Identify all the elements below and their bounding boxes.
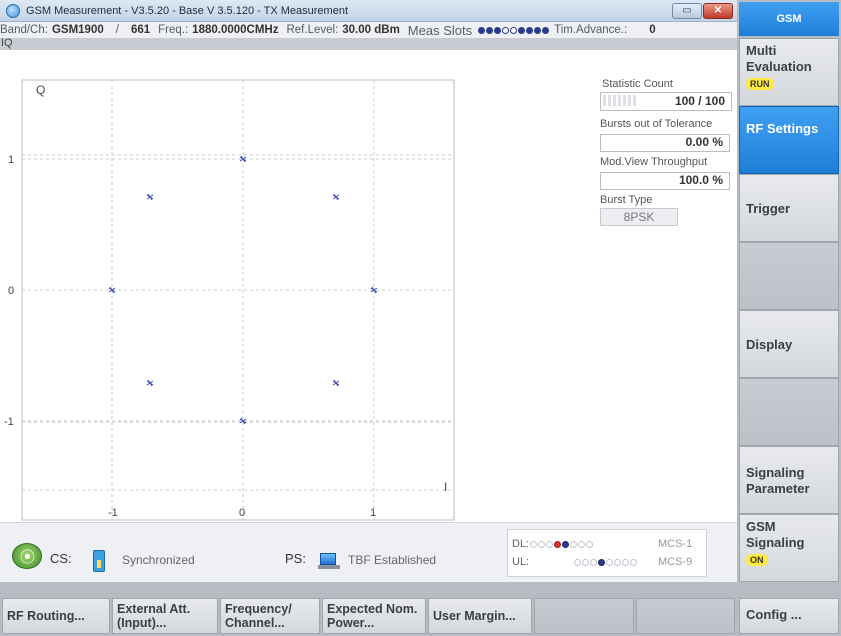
constellation-point — [370, 286, 378, 294]
ref-level-label: Ref.Level: — [286, 24, 339, 36]
status-bar: CS: Synchronized PS: TBF Established DL:… — [0, 522, 737, 582]
i-axis-label: I — [444, 480, 447, 494]
ps-state: TBF Established — [348, 553, 437, 567]
gsm-signaling-label: GSM Signaling — [746, 519, 805, 550]
dl-label: DL: — [512, 538, 530, 550]
statistic-count-label: Statistic Count — [602, 78, 673, 90]
measurement-info-row: Band/Ch: GSM1900 / 661 Freq.: 1880.0000C… — [0, 22, 737, 38]
dl-mcs-value: MCS-1 — [658, 538, 693, 550]
display-button[interactable]: Display — [739, 310, 839, 378]
meas-slot-dot-2 — [494, 26, 502, 34]
meas-slot-dot-0 — [478, 26, 486, 34]
burst-type-label: Burst Type — [600, 194, 653, 206]
meas-slot-dot-3 — [502, 26, 510, 34]
q-axis-label: Q — [36, 83, 45, 97]
dl-ul-coding-box: DL: MCS-1 UL: MCS-9 — [507, 529, 707, 577]
blank-softkey-6[interactable] — [534, 598, 634, 634]
constellation-point — [108, 286, 116, 294]
bottom-softkey-bar: RF Routing... External Att. (Input)... F… — [0, 582, 737, 636]
mobile-phone-icon — [93, 550, 105, 572]
x-tick-label: 0 — [239, 507, 245, 519]
x-tick-label: -1 — [108, 507, 118, 519]
constellation-point — [239, 417, 247, 425]
meas-slot-dot-1 — [486, 26, 494, 34]
measurement-area: 1 0 -1 -1 0 1 Q I Statistic Count 100 / 100 B… — [0, 50, 737, 522]
band-ch-label: Band/Ch: — [0, 24, 48, 36]
external-att-button[interactable]: External Att. (Input)... — [112, 598, 218, 634]
signaling-antenna-icon — [12, 543, 42, 569]
meas-slot-dot-4 — [510, 26, 518, 34]
ul-mcs-value: MCS-9 — [658, 556, 693, 568]
iq-constellation-diagram: 1 0 -1 -1 0 1 Q I — [4, 79, 455, 521]
gsm-signaling-button[interactable]: GSM Signaling ON — [739, 514, 839, 582]
y-tick-label: -1 — [4, 416, 14, 428]
x-tick-label: 1 — [370, 507, 376, 519]
freq-value: 1880.0000CMHz — [192, 24, 279, 36]
y-tick-label: 1 — [8, 154, 14, 166]
view-label: IQ — [1, 37, 13, 49]
blank-side-softkey-2[interactable] — [739, 378, 839, 446]
ref-level-value: 30.00 dBm — [342, 24, 400, 36]
multi-evaluation-label: Multi Evaluation — [746, 43, 812, 74]
signaling-parameter-button[interactable]: Signaling Parameter — [739, 446, 839, 514]
run-badge: RUN — [746, 78, 774, 90]
constellation-point — [146, 379, 154, 387]
ul-mcs-indicator — [574, 559, 638, 566]
statistic-count-progress — [603, 95, 638, 106]
tim-advance-label: Tim.Advance.: — [554, 24, 628, 36]
bursts-oot-label: Bursts out of Tolerance — [600, 118, 713, 130]
constellation-point — [332, 379, 340, 387]
frequency-channel-button[interactable]: Frequency/ Channel... — [220, 598, 320, 634]
right-softkey-column: GSM Multi Evaluation RUN RF Settings Tri… — [737, 0, 841, 636]
tim-advance-value: 0 — [649, 24, 656, 36]
ul-label: UL: — [512, 556, 530, 568]
freq-label: Freq.: — [158, 24, 189, 36]
constellation-point — [239, 155, 247, 163]
bursts-oot-value: 0.00 % — [600, 134, 730, 152]
dl-mcs-indicator — [530, 541, 594, 548]
rf-routing-button[interactable]: RF Routing... — [2, 598, 110, 634]
mod-view-label: Mod.View Throughput — [600, 156, 708, 168]
ps-label: PS: — [285, 551, 306, 566]
on-badge: ON — [746, 554, 768, 566]
cs-state: Synchronized — [122, 553, 195, 567]
band-value: GSM1900 — [51, 24, 104, 36]
blank-side-softkey-1[interactable] — [739, 242, 839, 310]
blank-softkey-7[interactable] — [636, 598, 735, 634]
gsm-header: GSM — [739, 2, 839, 36]
meas-slots-indicator — [478, 26, 550, 34]
meas-slot-dot-8 — [542, 26, 550, 34]
channel-value: 661 — [130, 24, 151, 36]
meas-slot-dot-6 — [526, 26, 534, 34]
constellation-point — [146, 193, 154, 201]
y-tick-label: 0 — [8, 285, 14, 297]
close-button[interactable]: ✕ — [703, 3, 733, 19]
statistic-count-value: 100 / 100 — [674, 94, 725, 108]
expected-power-button[interactable]: Expected Nom. Power... — [322, 598, 426, 634]
multi-evaluation-button[interactable]: Multi Evaluation RUN — [739, 38, 839, 106]
user-margin-button[interactable]: User Margin... — [428, 598, 532, 634]
title-bar: GSM Measurement - V3.5.20 - Base V 3.5.1… — [0, 0, 737, 22]
burst-type-value: 8PSK — [600, 208, 678, 226]
statistic-count-box: 100 / 100 — [600, 92, 732, 111]
meas-slot-dot-7 — [534, 26, 542, 34]
laptop-icon — [318, 553, 340, 571]
mod-view-value: 100.0 % — [600, 172, 730, 190]
trigger-button[interactable]: Trigger — [739, 174, 839, 242]
meas-slot-dot-5 — [518, 26, 526, 34]
cs-label: CS: — [50, 551, 72, 566]
window-title: GSM Measurement - V3.5.20 - Base V 3.5.1… — [26, 4, 348, 17]
minimize-button[interactable]: ▭ — [672, 3, 702, 19]
rf-settings-button[interactable]: RF Settings — [739, 106, 839, 174]
meas-slots-label: Meas Slots — [407, 22, 473, 38]
config-button[interactable]: Config ... — [739, 598, 839, 634]
app-logo-icon — [6, 3, 20, 18]
constellation-point — [332, 193, 340, 201]
